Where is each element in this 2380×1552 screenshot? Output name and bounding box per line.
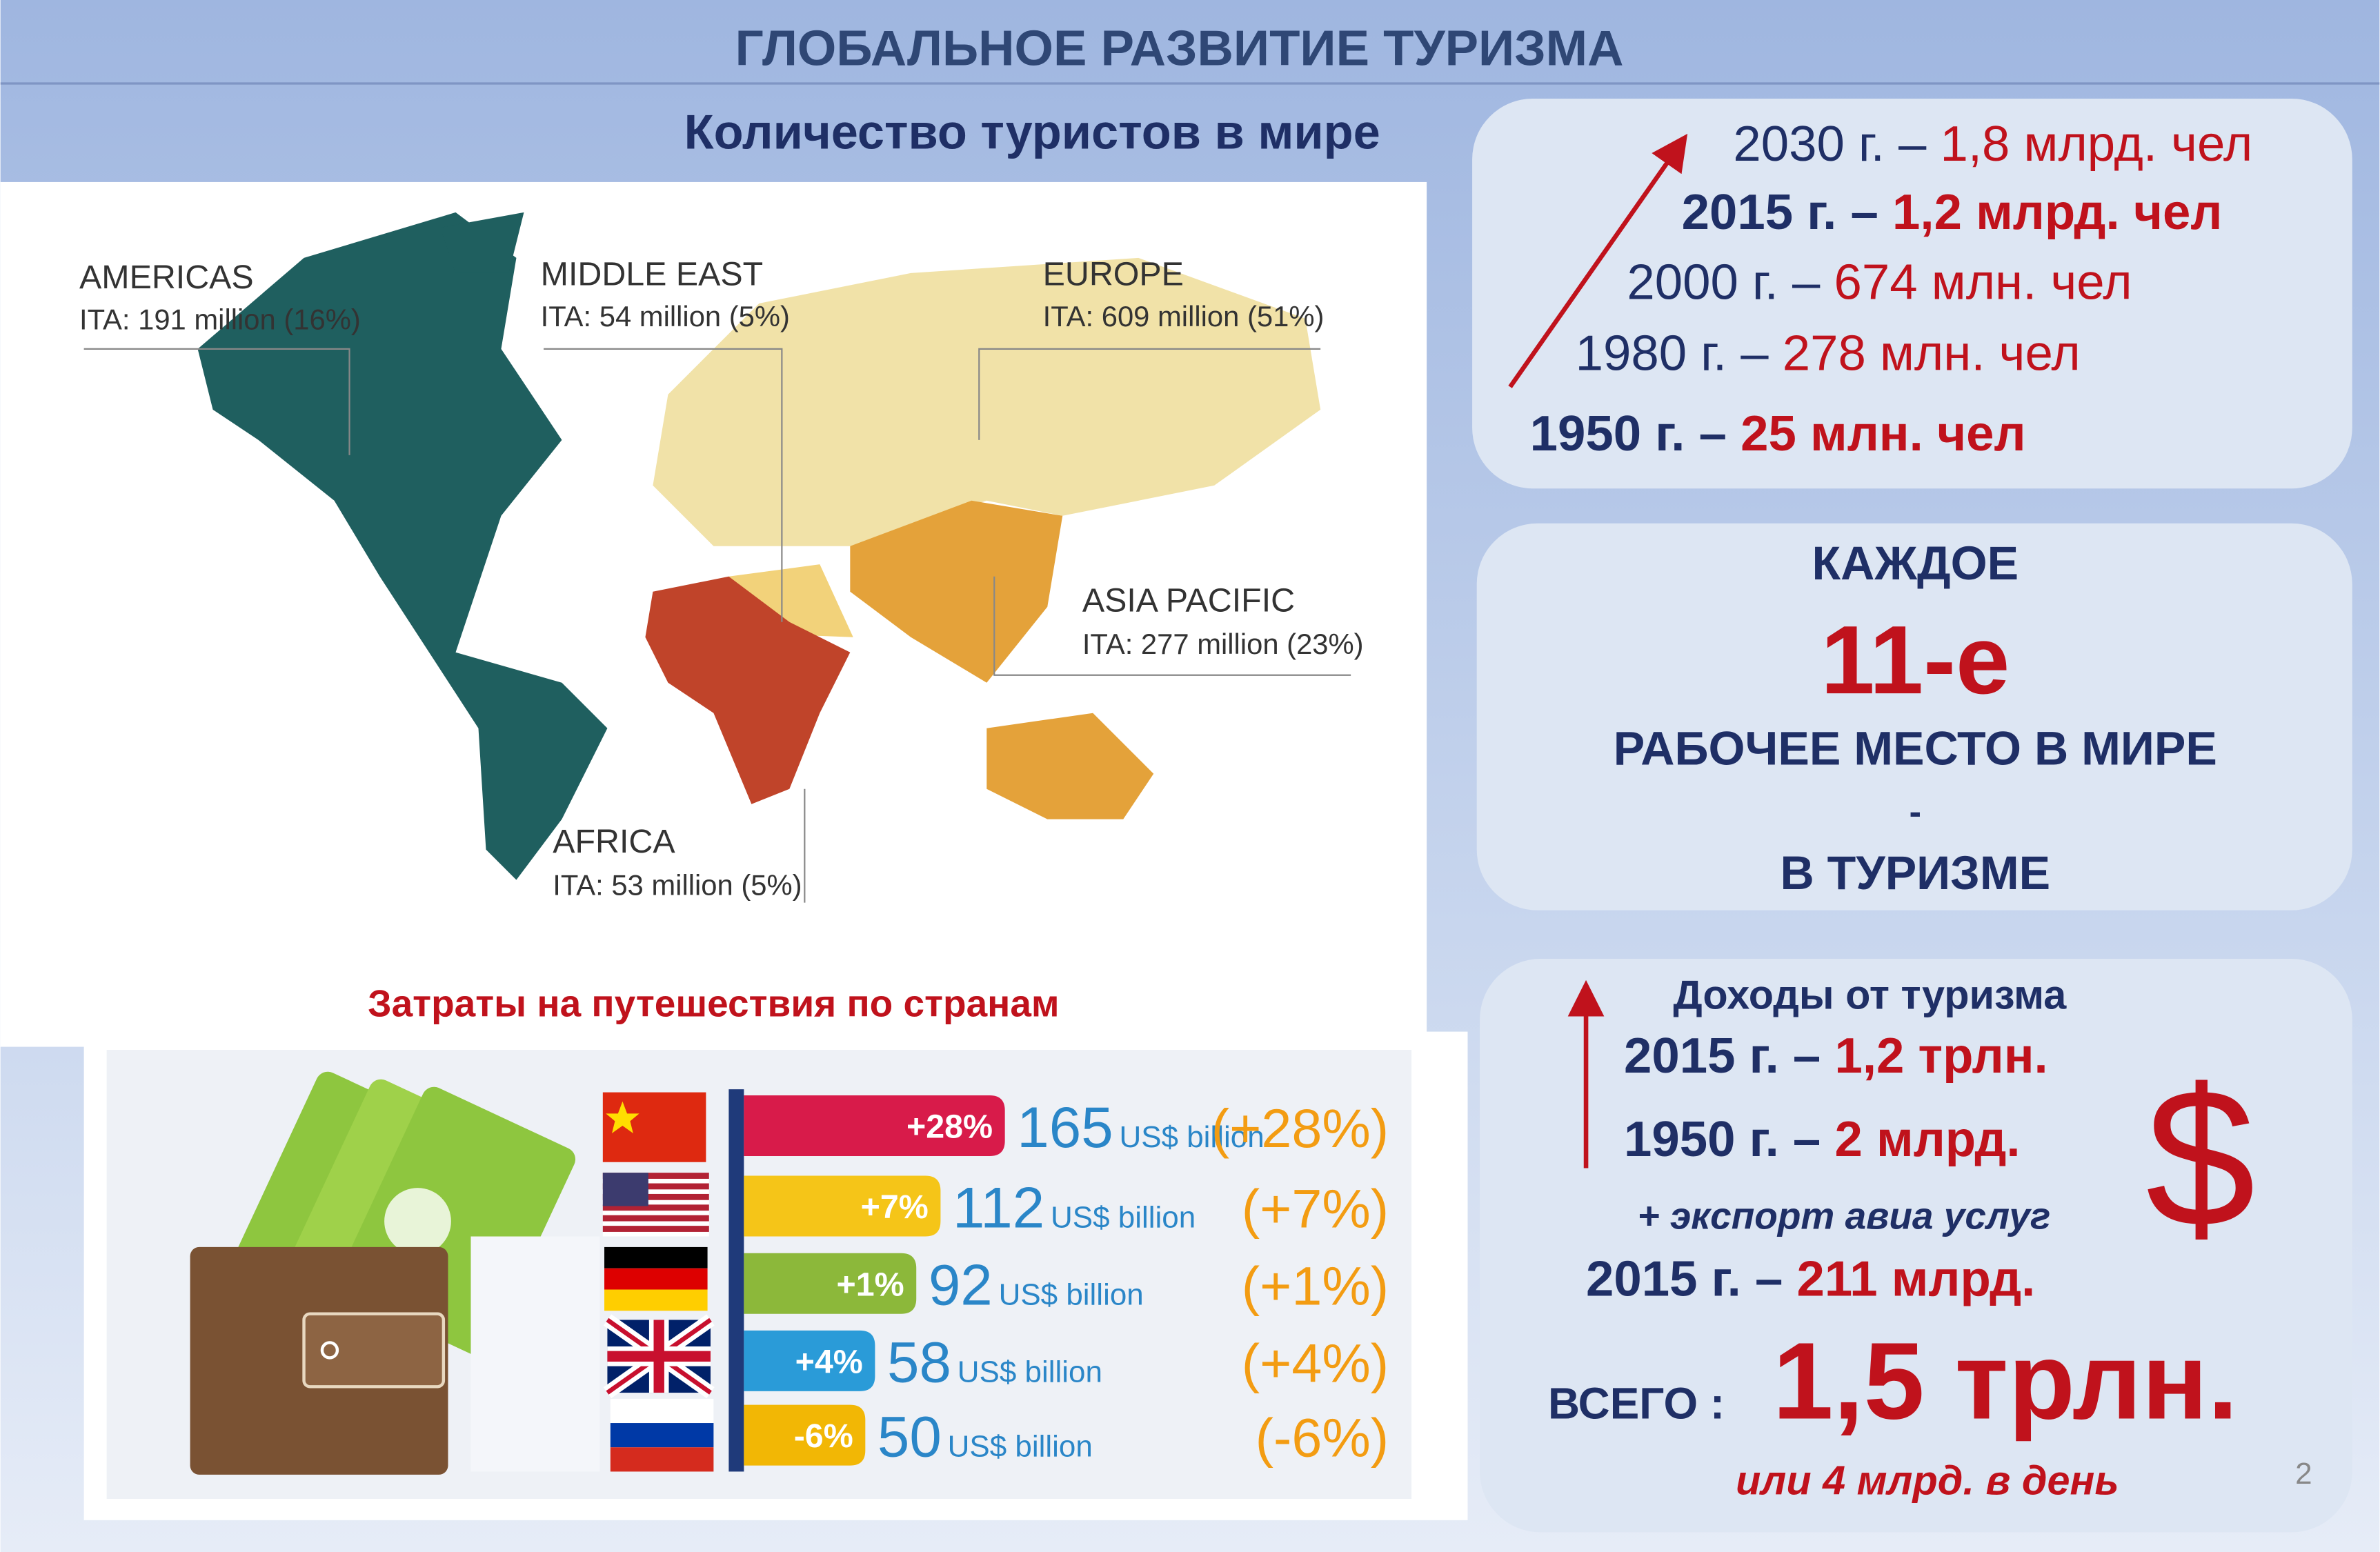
region-name: AMERICAS [79,259,254,296]
map-labels: AMERICAS ITA: 191 million (16%) MIDDLE E… [79,255,1364,901]
year: 1950 г. – [1530,406,1727,461]
change-paren: (+7%) [1242,1177,1389,1239]
total-value: 1,5 трлн. [1773,1320,2239,1442]
growth-line: 2000 г. – 674 млн. чел [1627,254,2132,310]
subtitle: Количество туристов в мире [684,105,1380,159]
bar [744,1253,917,1314]
region-greenland [440,212,524,273]
region-label: ITA: 277 million (23%) [1082,628,1364,660]
year: 2015 г. – [1586,1251,1783,1306]
change-label: -6% [794,1417,853,1455]
year: 2030 г. – [1733,116,1927,172]
bar [744,1330,875,1391]
value: 211 млрд. [1797,1251,2036,1306]
spending-title: Затраты на путешествия по странам [368,982,1059,1025]
region-label: ITA: 54 million (5%) [541,300,790,332]
growth-line: 1950 г. – 25 млн. чел [1530,406,2026,461]
unit-label: US$ billion [948,1429,1093,1463]
value-label: 58 [887,1330,951,1395]
unit-label: US$ billion [1119,1120,1264,1154]
jobs-highlight: 11-е [1821,606,2010,714]
income-title: Доходы от туризма [1673,972,2067,1018]
chart-axis [728,1089,744,1472]
region-africa [645,576,851,804]
export-row: 2015 г. – 211 млрд. [1586,1251,2035,1306]
change-paren: (-6%) [1256,1406,1389,1468]
value-label: 50 [877,1404,942,1469]
change-label: +28% [906,1108,993,1146]
region-middle-east [728,564,853,637]
value-label: 92 [929,1252,993,1317]
value: 1,2 трлн. [1834,1028,2047,1084]
income-box [1480,959,2352,1533]
jobs-line: В ТУРИЗМЕ [1780,847,2050,899]
change-paren: (+28%) [1211,1097,1389,1159]
change-label: +4% [795,1343,863,1380]
spending-rows: +28% 165 US$ billion(+28%)+7% 112 US$ billio… [744,1095,1389,1469]
dollar-sign: $ [2145,1047,2255,1268]
value: 1,2 млрд. чел [1892,184,2222,240]
wallet-illustration [190,1071,600,1475]
value: 278 млн. чел [1783,326,2081,381]
region-name: MIDDLE EAST [541,255,764,292]
unit-label: US$ billion [999,1277,1144,1311]
region-name: EUROPE [1043,255,1184,292]
region-label: ITA: 53 million (5%) [553,869,802,902]
value: 25 млн. чел [1741,406,2025,461]
bar [744,1175,941,1237]
jobs-text: КАЖДОЕ 11-е РАБОЧЕЕ МЕСТО В МИРЕ - В ТУР… [1614,537,2217,899]
year: 2000 г. – [1627,254,1821,310]
growth-lines: 2030 г. – 1,8 млрд. чел 2015 г. – 1,2 мл… [1530,116,2253,461]
growth-line: 1980 г. – 278 млн. чел [1576,326,2081,381]
change-paren: (+1%) [1242,1255,1389,1316]
region-label: ITA: 609 million (51%) [1043,300,1325,332]
flags [602,1092,715,1472]
income-row: 2015 г. – 1,2 трлн. [1624,1028,2048,1084]
bar [744,1095,1005,1156]
leader-lines [83,348,1351,903]
growth-box [1472,98,2352,489]
slide-number: 2 [2295,1457,2312,1491]
year: 1980 г. – [1576,326,1769,381]
region-americas [197,212,608,880]
total-label: ВСЕГО : [1548,1378,1725,1428]
year: 2015 г. – [1624,1028,1821,1084]
value-label: 165 [1017,1095,1113,1160]
title: ГЛОБАЛЬНОЕ РАЗВИТИЕ ТУРИЗМА [735,21,1624,77]
value: 2 млрд. [1834,1111,2020,1167]
growth-line: 2030 г. – 1,8 млрд. чел [1733,116,2252,172]
unit-label: US$ billion [958,1355,1102,1389]
unit-label: US$ billion [1051,1200,1196,1234]
jobs-box [1476,523,2352,911]
region-name: ASIA PACIFIC [1082,581,1295,619]
region-asia-pacific [850,500,1063,683]
per-day: или 4 млрд. в день [1736,1457,2119,1503]
value: 674 млн. чел [1834,254,2132,310]
income-row: 1950 г. – 2 млрд. [1624,1111,2021,1167]
region-europe [653,257,1321,546]
region-australia [986,713,1154,819]
export-title: + экспорт авиа услуг [1638,1195,2051,1237]
change-label: +7% [861,1188,929,1226]
value-label: 112 [953,1175,1044,1240]
bar [744,1404,866,1466]
growth-line: 2015 г. – 1,2 млрд. чел [1682,184,2223,240]
jobs-line: РАБОЧЕЕ МЕСТО В МИРЕ [1614,723,2217,775]
year: 2015 г. – [1682,184,1878,240]
year: 1950 г. – [1624,1111,1821,1167]
change-paren: (+4%) [1242,1333,1389,1394]
change-label: +1% [836,1266,904,1303]
growth-arrow [1508,133,1688,388]
jobs-dash: - [1910,791,1922,832]
world-map [0,181,1427,1047]
region-label: ITA: 191 million (16%) [79,303,361,335]
value: 1,8 млрд. чел [1940,116,2252,172]
jobs-line: КАЖДОЕ [1812,537,2019,590]
region-name: AFRICA [553,823,675,860]
